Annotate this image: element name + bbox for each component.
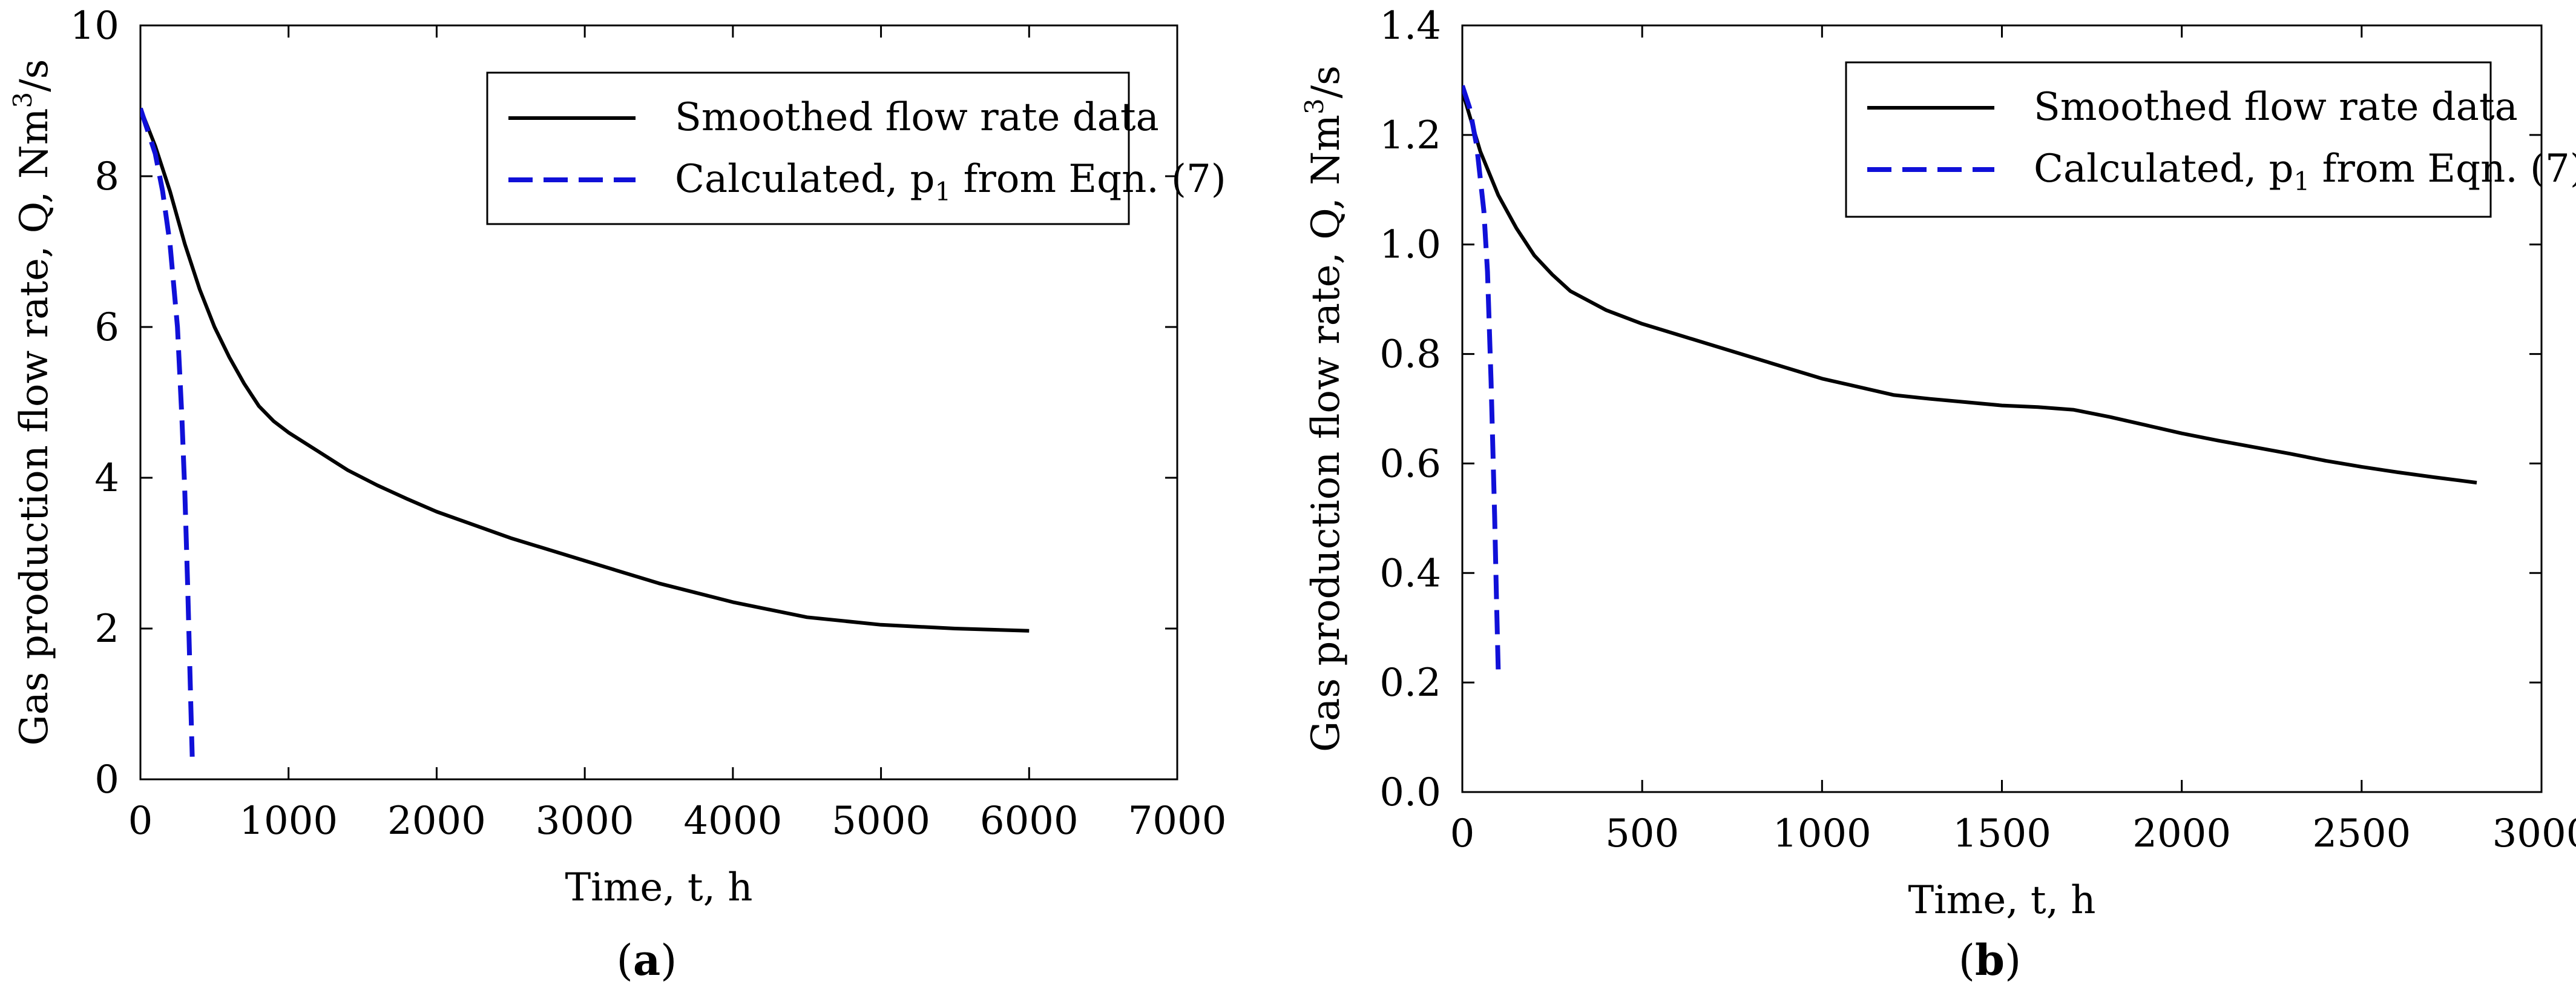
legend-label-tail: from Eqn. (7) bbox=[951, 157, 1226, 202]
y-tick-label: 10 bbox=[70, 4, 119, 48]
x-tick-label: 0 bbox=[128, 799, 153, 844]
y-axis-label-main: Gas production flow rate, Q, Nm bbox=[1304, 114, 1349, 752]
legend-label-subscript: 1 bbox=[935, 177, 951, 206]
y-tick-label: 8 bbox=[94, 154, 119, 199]
chart-panel-a: 0 1000 2000 3000 4000 5000 6000 7000 0 2 4 6 8 10 Time… bbox=[8, 4, 1226, 985]
y-tick-label: 1.0 bbox=[1379, 223, 1441, 268]
series-line-calculated bbox=[140, 107, 195, 757]
panel-label: (b) bbox=[1959, 935, 2022, 985]
legend-box bbox=[1845, 61, 2492, 218]
x-tick-label: 500 bbox=[1605, 811, 1679, 856]
panel-label-open: ( bbox=[617, 936, 633, 985]
legend-label-text: Calculated, p bbox=[2034, 147, 2294, 191]
legend-label-tail: from Eqn. (7) bbox=[2310, 147, 2576, 191]
y-tick-label: 0 bbox=[94, 758, 119, 802]
legend: Smoothed flow rate data Calculated, p1 fr… bbox=[486, 71, 1226, 225]
legend-label-text: Calculated, p bbox=[675, 157, 935, 202]
legend-label-1: Calculated, p1 from Eqn. (7) bbox=[2034, 147, 2576, 196]
y-tick-label: 0.0 bbox=[1379, 770, 1441, 815]
y-axis-label: Gas production flow rate, Q, Nm3/s bbox=[1300, 65, 1349, 752]
y-axis-label-superscript: 3 bbox=[1300, 98, 1329, 114]
x-tick-label: 2000 bbox=[387, 799, 486, 844]
legend-box bbox=[486, 71, 1130, 225]
x-axis-label: Time, t, h bbox=[1908, 878, 2095, 923]
series-line-calculated bbox=[1462, 85, 1501, 672]
panel-label-close: ) bbox=[2005, 936, 2021, 985]
y-tick-label: 1.2 bbox=[1379, 113, 1441, 158]
y-tick-label: 0.6 bbox=[1379, 441, 1441, 486]
y-axis-label: Gas production flow rate, Q, Nm3/s bbox=[8, 59, 57, 745]
x-axis-label: Time, t, h bbox=[565, 865, 752, 910]
x-tick-label: 2000 bbox=[2132, 811, 2231, 856]
legend-label-1: Calculated, p1 from Eqn. (7) bbox=[675, 157, 1226, 206]
y-tick-label: 1.4 bbox=[1379, 4, 1441, 48]
series-line-smoothed bbox=[1462, 90, 2477, 485]
y-tick-label: 0.8 bbox=[1379, 332, 1441, 377]
y-tick-label: 6 bbox=[94, 305, 119, 350]
x-tick-label: 6000 bbox=[980, 799, 1079, 844]
legend-label-text: Smoothed flow rate data bbox=[2034, 85, 2518, 130]
chart-panel-b: 0 500 1000 1500 2000 2500 3000 0.0 0.2 0.4 0.6 0.8 1… bbox=[1300, 4, 2576, 985]
x-tick-label: 3000 bbox=[2492, 811, 2576, 856]
legend-label-0: Smoothed flow rate data bbox=[675, 95, 1159, 140]
series-line-smoothed bbox=[140, 107, 1030, 633]
legend: Smoothed flow rate data Calculated, p1 fr… bbox=[1845, 61, 2576, 218]
y-tick-label: 4 bbox=[94, 456, 119, 501]
panel-label-letter: a bbox=[633, 935, 660, 985]
x-tick-label: 2500 bbox=[2312, 811, 2411, 856]
panel-label: (a) bbox=[617, 935, 677, 985]
plot-frame bbox=[139, 24, 1178, 781]
y-tick-label: 2 bbox=[94, 607, 119, 652]
x-tick-label: 0 bbox=[1450, 811, 1475, 856]
x-tick-label: 1000 bbox=[1773, 811, 1871, 856]
legend-label-0: Smoothed flow rate data bbox=[2034, 85, 2518, 130]
y-axis-label-main: Gas production flow rate, Q, Nm bbox=[12, 108, 57, 746]
x-tick-label: 3000 bbox=[536, 799, 634, 844]
x-tick-label: 5000 bbox=[832, 799, 930, 844]
legend-label-text: Smoothed flow rate data bbox=[675, 95, 1159, 140]
x-tick-label: 4000 bbox=[683, 799, 782, 844]
y-axis-label-tail: /s bbox=[12, 59, 57, 91]
y-tick-label: 0.4 bbox=[1379, 551, 1441, 596]
panel-label-open: ( bbox=[1959, 936, 1975, 985]
y-tick-label: 0.2 bbox=[1379, 661, 1441, 705]
y-axis-label-superscript: 3 bbox=[8, 92, 38, 108]
x-tick-label: 1500 bbox=[1953, 811, 2051, 856]
x-tick-label: 7000 bbox=[1128, 799, 1227, 844]
y-axis-label-tail: /s bbox=[1304, 65, 1349, 98]
legend-label-subscript: 1 bbox=[2294, 167, 2310, 196]
x-tick-label: 1000 bbox=[239, 799, 338, 844]
panel-label-close: ) bbox=[660, 936, 677, 985]
panel-label-letter: b bbox=[1975, 935, 2005, 985]
